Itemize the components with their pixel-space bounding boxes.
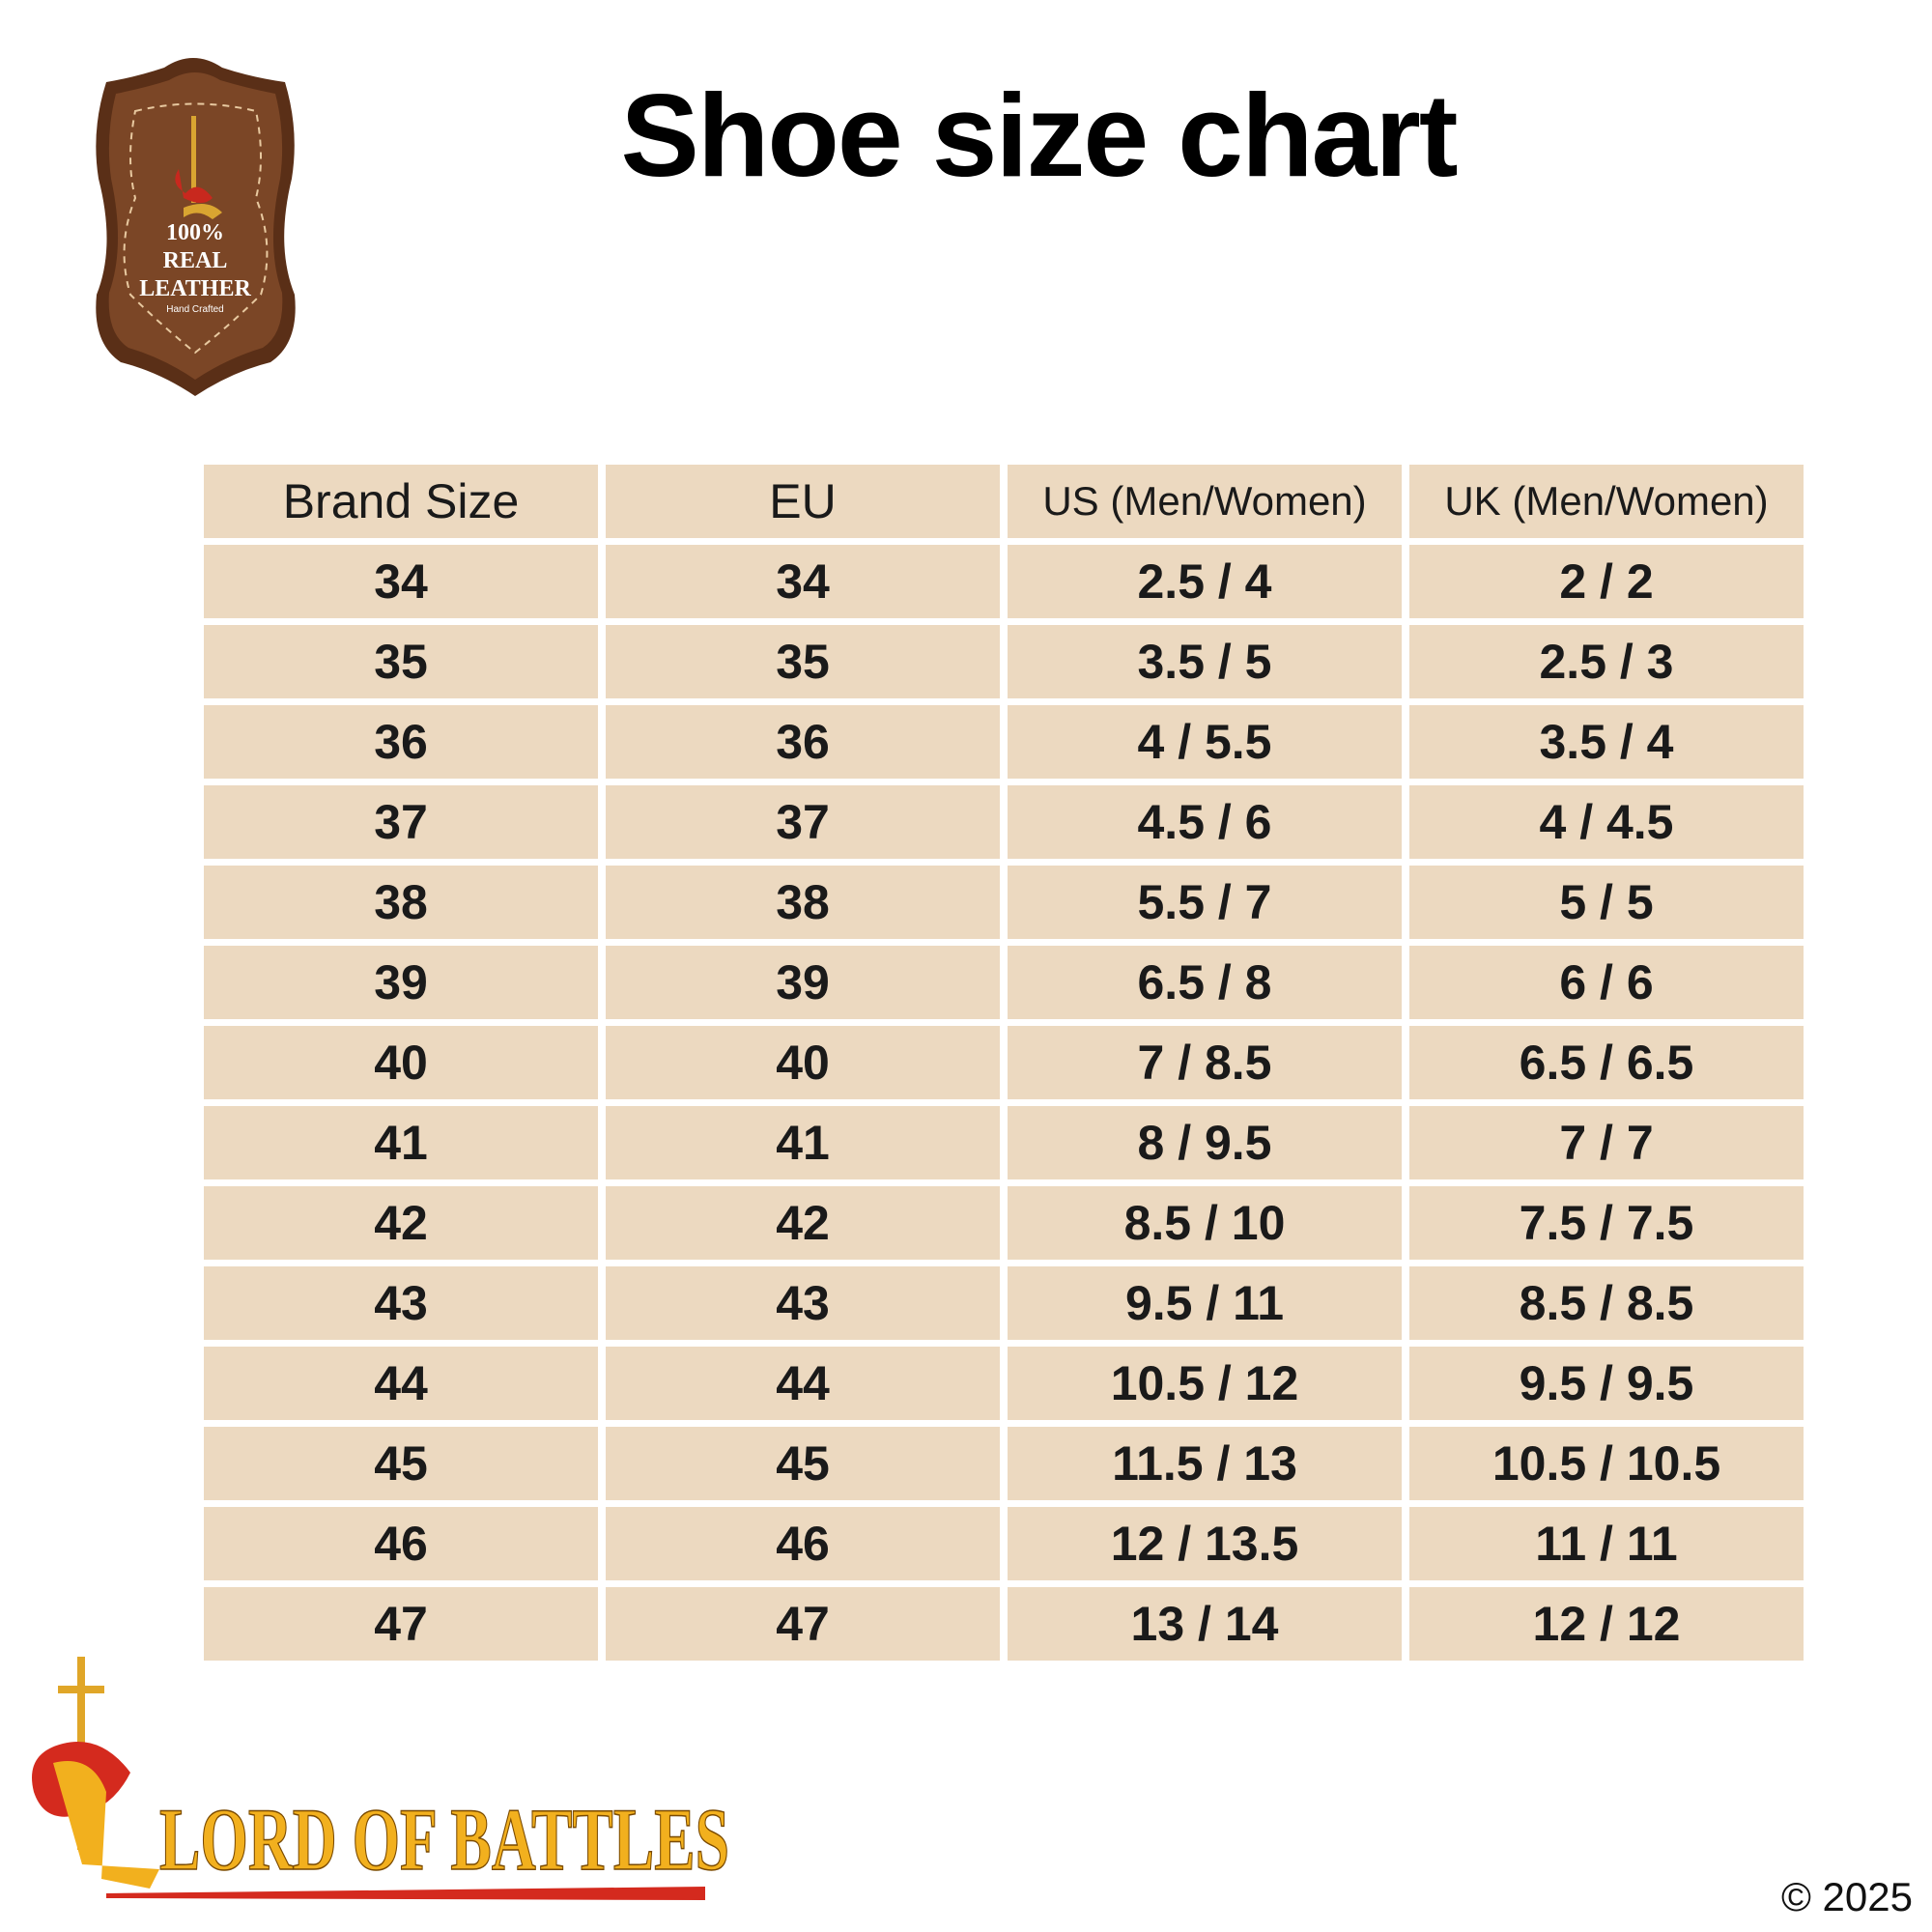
- table-cell: 11 / 11: [1409, 1507, 1804, 1580]
- table-cell: 34: [606, 545, 1000, 618]
- table-cell: 41: [204, 1106, 598, 1179]
- sword-icon: [191, 116, 196, 203]
- table-cell: 35: [606, 625, 1000, 698]
- table-cell: 7 / 7: [1409, 1106, 1804, 1179]
- copyright: © 2025: [1780, 1874, 1913, 1919]
- table-cell: 6.5 / 6.5: [1409, 1026, 1804, 1099]
- table-cell: 46: [204, 1507, 598, 1580]
- table-cell: 8 / 9.5: [1008, 1106, 1402, 1179]
- table-cell: 43: [204, 1266, 598, 1340]
- table-cell: 3.5 / 5: [1008, 625, 1402, 698]
- table-cell: 34: [204, 545, 598, 618]
- table-cell: 36: [204, 705, 598, 779]
- table-cell: 47: [204, 1587, 598, 1661]
- table-cell: 40: [204, 1026, 598, 1099]
- table-cell: 9.5 / 9.5: [1409, 1347, 1804, 1420]
- table-cell: 10.5 / 10.5: [1409, 1427, 1804, 1500]
- table-cell: 3.5 / 4: [1409, 705, 1804, 779]
- table-cell: 38: [606, 866, 1000, 939]
- table-cell: 13 / 14: [1008, 1587, 1402, 1661]
- brand-logo-text: LORD OF BATTLES: [159, 1790, 729, 1889]
- table-cell: 44: [606, 1347, 1000, 1420]
- badge-text-real: REAL: [163, 248, 228, 273]
- table-cell: 44: [204, 1347, 598, 1420]
- table-cell: 2.5 / 4: [1008, 545, 1402, 618]
- badge-text-leather: LEATHER: [139, 276, 251, 301]
- badge-text-percent: 100%: [166, 220, 224, 245]
- page-title: Shoe size chart: [620, 70, 1459, 201]
- table-cell: 10.5 / 12: [1008, 1347, 1402, 1420]
- table-cell: 12 / 12: [1409, 1587, 1804, 1661]
- table-cell: 8.5 / 8.5: [1409, 1266, 1804, 1340]
- table-cell: 35: [204, 625, 598, 698]
- table-cell: 45: [606, 1427, 1000, 1500]
- table-cell: 6 / 6: [1409, 946, 1804, 1019]
- table-cell: 37: [606, 785, 1000, 859]
- column-header: Brand Size: [204, 465, 598, 538]
- table-cell: 42: [606, 1186, 1000, 1260]
- table-cell: 6.5 / 8: [1008, 946, 1402, 1019]
- column-header: US (Men/Women): [1008, 465, 1402, 538]
- column-header: EU: [606, 465, 1000, 538]
- table-cell: 4.5 / 6: [1008, 785, 1402, 859]
- table-cell: 9.5 / 11: [1008, 1266, 1402, 1340]
- table-cell: 38: [204, 866, 598, 939]
- table-cell: 47: [606, 1587, 1000, 1661]
- table-cell: 7 / 8.5: [1008, 1026, 1402, 1099]
- table-cell: 41: [606, 1106, 1000, 1179]
- table-cell: 11.5 / 13: [1008, 1427, 1402, 1500]
- table-cell: 4 / 4.5: [1409, 785, 1804, 859]
- table-cell: 39: [606, 946, 1000, 1019]
- table-cell: 2 / 2: [1409, 545, 1804, 618]
- table-cell: 5.5 / 7: [1008, 866, 1402, 939]
- badge-text-handcrafted: Hand Crafted: [166, 304, 223, 315]
- size-table: Brand Size EU US (Men/Women) UK (Men/Women)…: [204, 465, 1804, 1661]
- real-leather-badge: 100% REAL LEATHER Hand Crafted: [96, 58, 296, 396]
- table-cell: 39: [204, 946, 598, 1019]
- lord-of-battles-logo: LORD OF BATTLES: [32, 1657, 730, 1900]
- table-cell: 42: [204, 1186, 598, 1260]
- table-cell: 12 / 13.5: [1008, 1507, 1402, 1580]
- table-cell: 7.5 / 7.5: [1409, 1186, 1804, 1260]
- table-cell: 45: [204, 1427, 598, 1500]
- table-cell: 4 / 5.5: [1008, 705, 1402, 779]
- table-cell: 2.5 / 3: [1409, 625, 1804, 698]
- table-cell: 43: [606, 1266, 1000, 1340]
- column-header: UK (Men/Women): [1409, 465, 1804, 538]
- table-cell: 40: [606, 1026, 1000, 1099]
- table-cell: 8.5 / 10: [1008, 1186, 1402, 1260]
- table-cell: 36: [606, 705, 1000, 779]
- table-cell: 46: [606, 1507, 1000, 1580]
- table-cell: 5 / 5: [1409, 866, 1804, 939]
- brand-underline: [106, 1887, 705, 1900]
- table-cell: 37: [204, 785, 598, 859]
